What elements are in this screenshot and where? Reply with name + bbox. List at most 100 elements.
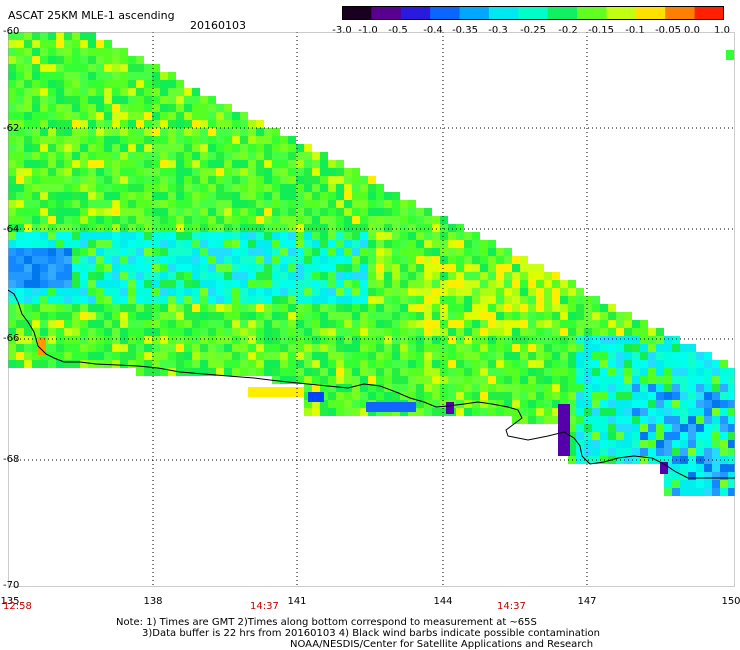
data-cell	[376, 216, 384, 224]
data-cell	[440, 392, 448, 400]
data-cell	[600, 312, 608, 320]
data-cell	[168, 280, 176, 288]
data-cell	[272, 376, 280, 384]
data-cell	[80, 40, 88, 48]
data-cell	[536, 408, 544, 416]
data-cell	[424, 376, 432, 384]
data-cell	[56, 104, 64, 112]
data-cell	[440, 400, 448, 408]
data-cell	[48, 40, 56, 48]
colorbar-tick-label: -0.5	[388, 25, 408, 36]
data-cell	[456, 264, 464, 272]
data-cell	[240, 240, 248, 248]
data-cell	[728, 432, 735, 440]
data-cell	[312, 248, 320, 256]
data-cell	[72, 144, 80, 152]
data-cell	[432, 384, 440, 392]
data-cell	[272, 320, 280, 328]
data-cell	[80, 224, 88, 232]
data-cell	[16, 48, 24, 56]
data-cell	[328, 320, 336, 328]
data-cell	[312, 224, 320, 232]
data-cell	[32, 296, 40, 304]
data-cell	[240, 160, 248, 168]
data-cell	[416, 272, 424, 280]
data-cell	[416, 296, 424, 304]
data-cell	[424, 360, 432, 368]
data-cell	[96, 232, 104, 240]
data-cell	[24, 72, 32, 80]
data-cell	[96, 216, 104, 224]
data-cell	[104, 200, 112, 208]
colorbar-tick-label: -0.4	[423, 25, 443, 36]
data-cell	[152, 248, 160, 256]
data-cell	[296, 208, 304, 216]
data-cell	[344, 264, 352, 272]
data-cell	[216, 104, 224, 112]
data-cell	[704, 432, 712, 440]
data-cell	[344, 208, 352, 216]
data-cell	[192, 208, 200, 216]
data-cell	[40, 128, 48, 136]
data-cell	[616, 416, 624, 424]
data-cell	[720, 480, 728, 488]
data-cell	[520, 320, 528, 328]
data-cell	[280, 208, 288, 216]
data-cell	[296, 264, 304, 272]
data-cell	[40, 216, 48, 224]
data-cell	[304, 160, 312, 168]
data-cell	[264, 224, 272, 232]
data-cell	[232, 248, 240, 256]
data-cell	[224, 112, 232, 120]
data-cell	[16, 280, 24, 288]
data-cell	[456, 344, 464, 352]
data-cell	[440, 336, 448, 344]
data-cell	[296, 240, 304, 248]
data-cell	[560, 360, 568, 368]
data-cell	[680, 464, 688, 472]
data-cell	[120, 256, 128, 264]
data-cell	[216, 248, 224, 256]
data-cell	[680, 400, 688, 408]
data-cell	[232, 296, 240, 304]
data-cell	[152, 192, 160, 200]
data-cell	[32, 288, 40, 296]
data-cell	[24, 208, 32, 216]
data-cell	[480, 400, 488, 408]
data-cell	[656, 448, 664, 456]
data-cell	[16, 176, 24, 184]
data-cell	[264, 240, 272, 248]
data-cell	[360, 312, 368, 320]
data-cell	[152, 224, 160, 232]
data-cell	[96, 208, 104, 216]
data-cell	[568, 320, 576, 328]
data-cell	[64, 192, 72, 200]
data-cell	[632, 440, 640, 448]
data-cell	[240, 192, 248, 200]
data-cell	[280, 360, 288, 368]
data-cell	[16, 104, 24, 112]
data-cell	[440, 368, 448, 376]
data-cell	[288, 152, 296, 160]
data-cell	[24, 312, 32, 320]
data-cell	[120, 144, 128, 152]
data-cell	[360, 368, 368, 376]
data-cell	[584, 320, 592, 328]
data-cell	[208, 208, 216, 216]
data-cell	[248, 160, 256, 168]
data-cell	[408, 240, 416, 248]
data-cell	[608, 424, 616, 432]
data-cell	[48, 312, 56, 320]
data-cell	[696, 360, 704, 368]
data-cell	[344, 296, 352, 304]
data-cell	[624, 432, 632, 440]
data-cell	[480, 248, 488, 256]
data-cell	[112, 136, 120, 144]
data-cell	[72, 176, 80, 184]
data-cell	[384, 208, 392, 216]
data-cell	[352, 336, 360, 344]
data-cell	[440, 232, 448, 240]
data-cell	[368, 200, 376, 208]
data-cell	[64, 56, 72, 64]
data-cell	[264, 128, 272, 136]
